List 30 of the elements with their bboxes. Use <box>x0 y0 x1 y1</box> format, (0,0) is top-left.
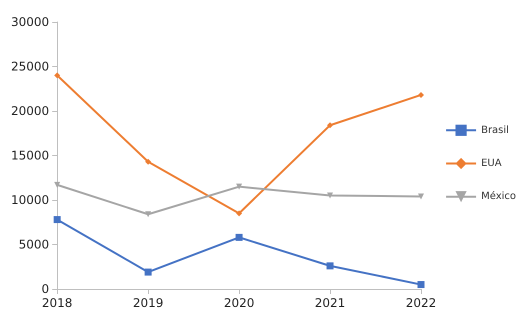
point <box>418 92 424 98</box>
point <box>326 262 334 270</box>
y-tick-label: 20000 <box>10 104 50 118</box>
point <box>236 184 242 190</box>
y-tick-label: 5000 <box>18 238 50 252</box>
point <box>418 193 424 200</box>
point <box>145 158 152 165</box>
x-tick-label: 2019 <box>132 296 164 310</box>
point <box>236 210 242 216</box>
point <box>418 281 424 288</box>
point <box>236 234 243 241</box>
x-tick-label: 2020 <box>224 296 254 310</box>
y-tick-label: 30000 <box>10 15 50 29</box>
legend-label: EUA <box>481 158 502 169</box>
point <box>54 216 61 224</box>
legend-label: Brasil <box>481 124 509 136</box>
point <box>145 211 152 218</box>
x-tick-label: 2021 <box>314 296 346 310</box>
point <box>144 268 152 276</box>
legend-label: México <box>481 191 516 202</box>
x-tick-label: 2022 <box>406 296 436 310</box>
y-tick-label: 0 <box>42 282 50 296</box>
point <box>54 72 60 78</box>
y-tick-label: 15000 <box>10 148 50 162</box>
y-tick-label: 25000 <box>10 60 50 74</box>
point <box>327 122 334 128</box>
y-tick-label: 10000 <box>10 193 50 207</box>
x-tick-label: 2018 <box>42 296 72 310</box>
point <box>54 182 60 188</box>
point <box>327 192 334 199</box>
